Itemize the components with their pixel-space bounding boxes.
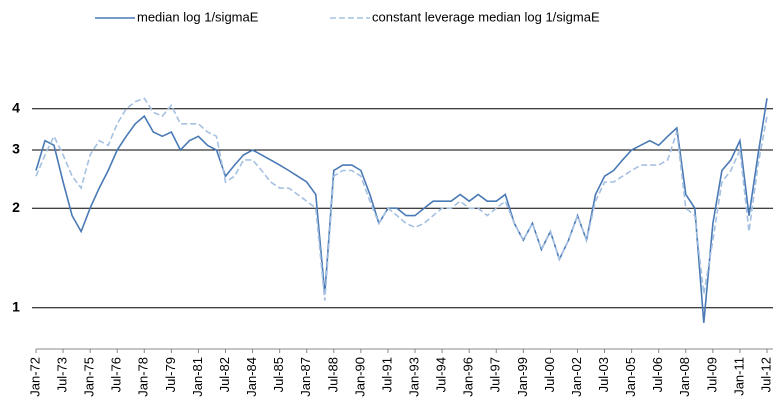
x-tick-label: Jan-90 (352, 357, 367, 397)
x-tick-label: Jul-79 (163, 357, 178, 392)
legend-label: median log 1/sigmaE (137, 9, 259, 24)
y-tick-label: 2 (12, 199, 20, 215)
x-tick-label: Jul-91 (379, 357, 394, 392)
x-tick-label: Jan-93 (406, 357, 421, 397)
x-tick-label: Jul-09 (704, 357, 719, 392)
x-tick-label: Jul-94 (434, 357, 449, 392)
x-tick-label: Jan-02 (569, 357, 584, 397)
y-tick-label: 4 (12, 99, 20, 115)
x-tick-label: Jul-03 (596, 357, 611, 392)
x-tick-label: Jul-82 (217, 357, 232, 392)
legend-label: constant leverage median log 1/sigmaE (372, 9, 600, 24)
x-tick-label: Jan-75 (82, 357, 97, 397)
x-tick-label: Jan-87 (298, 357, 313, 397)
x-tick-label: Jul-85 (271, 357, 286, 392)
x-tick-label: Jul-00 (542, 357, 557, 392)
series-line (35, 98, 768, 323)
x-tick-label: Jan-11 (731, 357, 746, 396)
x-tick-label: Jul-76 (109, 357, 124, 392)
x-tick-label: Jan-08 (677, 357, 692, 397)
x-tick-label: Jan-99 (515, 357, 530, 397)
x-tick-label: Jan-81 (190, 357, 205, 397)
x-tick-label: Jan-72 (27, 357, 42, 397)
x-tick-label: Jul-88 (325, 357, 340, 392)
series-line (35, 97, 768, 301)
y-tick-label: 1 (12, 298, 20, 314)
y-tick-label: 3 (12, 141, 20, 157)
x-tick-label: Jan-96 (461, 357, 476, 397)
x-tick-label: Jul-12 (758, 357, 773, 392)
x-tick-label: Jul-73 (55, 357, 70, 392)
x-tick-label: Jan-78 (136, 357, 151, 397)
x-tick-label: Jan-05 (623, 357, 638, 397)
x-tick-label: Jan-84 (244, 357, 259, 397)
x-tick-label: Jul-97 (488, 357, 503, 392)
x-tick-label: Jul-06 (650, 357, 665, 392)
